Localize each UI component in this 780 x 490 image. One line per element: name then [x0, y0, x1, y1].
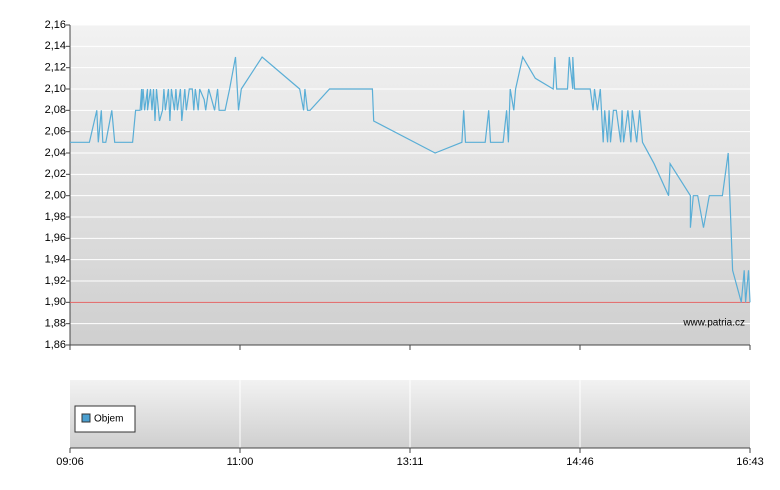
x-tick-label: 14:46: [566, 456, 594, 468]
y-tick-label: 2,10: [45, 83, 66, 95]
y-tick-label: 1,98: [45, 211, 66, 223]
y-tick-label: 1,94: [45, 254, 66, 266]
y-tick-label: 1,86: [45, 339, 66, 351]
y-tick-label: 2,14: [45, 40, 66, 52]
y-tick-label: 2,04: [45, 147, 66, 159]
y-tick-label: 1,96: [45, 232, 66, 244]
legend-label: Objem: [94, 414, 123, 425]
y-tick-label: 2,02: [45, 168, 66, 180]
y-tick-label: 2,06: [45, 126, 66, 138]
watermark: www.patria.cz: [682, 318, 745, 329]
x-tick-label: 11:00: [227, 456, 254, 468]
y-tick-label: 2,00: [45, 190, 66, 202]
x-tick-label: 13:11: [397, 456, 424, 468]
x-tick-label: 09:06: [56, 456, 84, 468]
y-tick-label: 1,90: [45, 296, 66, 308]
y-tick-label: 2,16: [45, 19, 66, 31]
y-tick-label: 1,88: [45, 318, 66, 330]
x-tick-label: 16:43: [736, 456, 764, 468]
y-tick-label: 2,08: [45, 104, 66, 116]
y-tick-label: 2,12: [45, 62, 66, 74]
price-line: [70, 55, 751, 303]
legend-swatch: [81, 413, 91, 423]
plot-area: [70, 25, 750, 345]
y-tick-label: 1,92: [45, 275, 66, 287]
